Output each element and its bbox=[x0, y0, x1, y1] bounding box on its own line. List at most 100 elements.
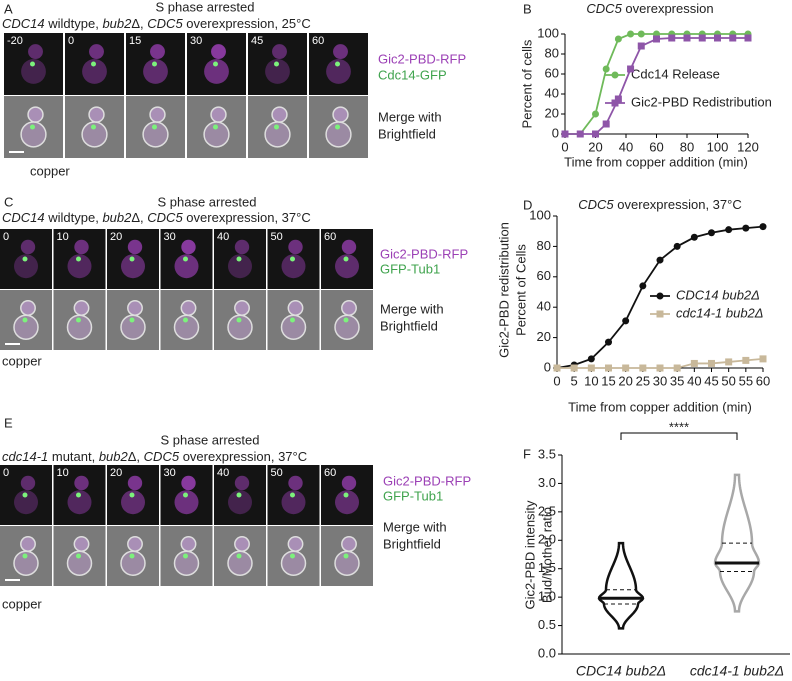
mother-cell bbox=[326, 59, 351, 84]
bud-cell bbox=[127, 475, 143, 491]
marker bbox=[639, 282, 647, 290]
marker bbox=[602, 120, 610, 128]
styled-text: CDC5 overexpression bbox=[586, 1, 713, 16]
x-tick-label: 0 bbox=[553, 373, 560, 388]
text-segment: Δ, bbox=[131, 16, 147, 31]
legend-marker bbox=[611, 99, 619, 107]
merge-label: Merge with bbox=[380, 301, 444, 316]
marker bbox=[637, 42, 645, 50]
marker bbox=[673, 242, 681, 250]
bud-cell bbox=[288, 475, 303, 491]
mother-cell bbox=[121, 490, 145, 515]
gfp-signal bbox=[343, 256, 349, 262]
marker bbox=[656, 364, 664, 372]
violin bbox=[597, 541, 645, 630]
time-label: 10 bbox=[57, 231, 69, 243]
y-tick-label: 2.5 bbox=[538, 503, 556, 518]
mother-cell bbox=[204, 59, 229, 84]
panel-title: S phase arrested bbox=[160, 432, 259, 447]
panel-letter: E bbox=[4, 415, 13, 430]
text-segment: wildtype, bbox=[45, 16, 103, 31]
styled-text: CDC14 wildtype, bub2Δ, CDC5 overexpressi… bbox=[2, 210, 311, 225]
bud-outline bbox=[20, 536, 36, 552]
x-tick-label: 30 bbox=[653, 373, 667, 388]
merge-label: Brightfield bbox=[383, 536, 441, 551]
marker bbox=[561, 130, 569, 138]
legend-label: cdc14-1 bub2Δ bbox=[676, 305, 764, 320]
bud-cell bbox=[28, 44, 43, 60]
bud-cell bbox=[272, 44, 287, 60]
marker bbox=[587, 355, 595, 363]
marker bbox=[742, 224, 750, 232]
panel-letter: C bbox=[4, 194, 13, 209]
gfp-signal bbox=[290, 492, 295, 498]
x-tick-label: 40 bbox=[687, 373, 701, 388]
bud-outline bbox=[127, 536, 143, 552]
bud-cell bbox=[181, 239, 196, 255]
text-segment: overexpression bbox=[622, 1, 714, 16]
time-label: 15 bbox=[129, 35, 141, 47]
y-tick-label: 60 bbox=[537, 268, 551, 283]
legend-marker bbox=[656, 310, 664, 318]
treatment-label: copper bbox=[2, 596, 42, 611]
marker bbox=[653, 35, 660, 43]
x-tick-label: 60 bbox=[649, 139, 663, 154]
y-tick-label: 100 bbox=[529, 207, 551, 222]
gfp-signal bbox=[213, 61, 218, 67]
panel-letter: A bbox=[4, 1, 13, 16]
marker bbox=[576, 130, 584, 138]
y-tick-label: 2.0 bbox=[538, 532, 556, 547]
y-axis-label: Percent of Cells bbox=[513, 244, 528, 336]
mother-cell bbox=[121, 254, 145, 279]
text-segment: CDC14 bbox=[2, 16, 45, 31]
text-segment: CDC5 bbox=[144, 449, 180, 464]
gfp-signal bbox=[152, 61, 157, 67]
y-tick-label: 1.5 bbox=[538, 560, 556, 575]
text-segment: Δ, bbox=[131, 210, 147, 225]
marker bbox=[622, 317, 630, 325]
time-label: 40 bbox=[217, 467, 229, 479]
marker bbox=[759, 355, 767, 363]
text-segment: bub2 bbox=[99, 449, 129, 464]
bud-outline bbox=[287, 536, 304, 552]
time-label: 60 bbox=[324, 467, 336, 479]
x-tick-label: 50 bbox=[721, 373, 735, 388]
text-segment: CDC5 bbox=[586, 1, 622, 16]
text-segment: bub2 bbox=[102, 16, 132, 31]
marker bbox=[587, 364, 595, 372]
bud-cell bbox=[74, 475, 89, 491]
merge-gfp bbox=[343, 317, 349, 323]
marker bbox=[570, 364, 578, 372]
gfp-signal bbox=[76, 256, 81, 262]
marker bbox=[759, 223, 767, 231]
gfp-signal bbox=[236, 256, 242, 262]
time-label: 20 bbox=[110, 231, 122, 243]
text-segment: overexpression, 37°C bbox=[614, 197, 742, 212]
bud-cell bbox=[150, 44, 165, 60]
gfp-signal bbox=[236, 492, 242, 498]
mother-cell bbox=[281, 490, 306, 515]
mother-cell bbox=[82, 59, 107, 84]
bud-cell bbox=[234, 475, 250, 491]
merge-gfp bbox=[183, 553, 188, 559]
legend-marker bbox=[611, 71, 619, 79]
merge-label: Merge with bbox=[383, 519, 447, 534]
marker bbox=[605, 364, 612, 372]
marker bbox=[639, 364, 647, 372]
merge-gfp bbox=[274, 124, 279, 130]
bud-outline bbox=[180, 300, 197, 316]
marker bbox=[668, 34, 676, 42]
panel-title: S phase arrested bbox=[157, 194, 256, 209]
y-tick-label: 80 bbox=[545, 45, 559, 60]
marker bbox=[627, 65, 635, 73]
text-segment: CDC5 bbox=[147, 16, 183, 31]
bud-outline bbox=[27, 106, 44, 123]
panel-letter: B bbox=[523, 1, 532, 16]
legend-label: CDC14 bub2Δ bbox=[676, 287, 760, 302]
time-label: 50 bbox=[271, 231, 283, 243]
time-label: 0 bbox=[3, 467, 9, 479]
merge-gfp bbox=[236, 317, 242, 323]
text-segment: mutant, bbox=[48, 449, 99, 464]
x-tick-label: 0 bbox=[561, 139, 568, 154]
